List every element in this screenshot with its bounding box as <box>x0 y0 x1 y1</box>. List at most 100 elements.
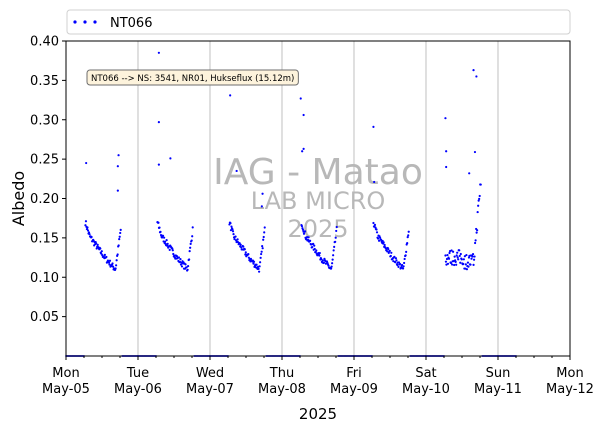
data-point <box>472 263 475 266</box>
y-tick-label-4: 0.25 <box>30 153 59 168</box>
data-point <box>188 258 191 261</box>
y-tick-label-6: 0.35 <box>30 74 59 89</box>
data-point <box>332 249 335 252</box>
y-tick-label-5: 0.30 <box>30 113 59 128</box>
data-point <box>311 246 314 249</box>
data-point <box>191 226 194 229</box>
data-point <box>119 228 122 231</box>
data-point <box>452 250 455 253</box>
data-point <box>95 247 98 250</box>
data-point <box>455 254 458 257</box>
data-point <box>101 253 104 257</box>
y-axis-label: Albedo <box>9 171 28 226</box>
data-point <box>258 270 261 273</box>
watermark-line-3: 2025 <box>287 215 348 243</box>
data-point <box>386 250 389 253</box>
annotation-box <box>86 69 299 86</box>
data-point <box>165 239 168 242</box>
data-point-outlier <box>475 75 478 78</box>
data-point <box>100 250 103 253</box>
watermark: IAG - Matao LAB MICRO 2025 <box>213 152 423 243</box>
data-point <box>168 248 171 251</box>
data-point <box>447 257 451 260</box>
x-tick-date-7: May-12 <box>546 382 594 397</box>
data-point <box>382 241 385 244</box>
data-point <box>445 257 449 261</box>
data-point <box>262 235 265 239</box>
data-point <box>453 263 456 267</box>
data-point <box>388 249 391 253</box>
data-point <box>191 235 194 238</box>
data-point-outlier <box>472 69 475 72</box>
data-point-outlier <box>445 165 448 169</box>
data-point <box>456 256 459 259</box>
data-point <box>463 255 466 258</box>
data-point <box>393 255 396 258</box>
x-axis-label: 2025 <box>299 405 337 423</box>
data-point <box>457 258 460 261</box>
data-point <box>230 225 233 228</box>
data-point <box>302 232 306 235</box>
data-point <box>466 261 470 264</box>
data-point <box>405 250 408 253</box>
x-tick-date-6: May-11 <box>474 382 522 397</box>
data-point <box>307 236 310 239</box>
data-point <box>331 258 334 261</box>
data-point <box>460 258 463 261</box>
data-point <box>476 229 479 232</box>
watermark-line-2: LAB MICRO <box>251 187 386 215</box>
x-tick-day-6: Sun <box>486 366 511 381</box>
x-tick-date-5: May-10 <box>402 382 450 397</box>
data-point <box>396 264 399 267</box>
data-point <box>320 258 323 261</box>
data-point <box>407 230 410 233</box>
data-point <box>450 249 453 252</box>
data-point <box>380 238 383 241</box>
data-point <box>260 252 263 256</box>
data-point <box>395 259 398 262</box>
data-point <box>96 243 99 246</box>
data-point <box>313 247 316 251</box>
data-point <box>474 241 477 245</box>
data-point <box>257 267 260 270</box>
x-tick-date-3: May-08 <box>258 382 306 397</box>
data-point <box>185 266 188 269</box>
data-point <box>473 255 476 258</box>
data-point <box>406 236 409 239</box>
data-point <box>189 242 192 245</box>
data-point <box>404 254 407 257</box>
x-tick-date-1: May-06 <box>114 382 162 397</box>
data-point-outlier <box>372 125 375 128</box>
legend-entry-nt066: NT066 <box>110 16 152 31</box>
data-point <box>321 259 325 262</box>
data-point <box>259 261 262 264</box>
data-point <box>474 239 477 242</box>
data-point <box>115 264 118 267</box>
station-annotation: NT066 --> NS: 3541, NR01, Hukseflux (15.… <box>86 69 299 86</box>
x-tick-date-4: May-09 <box>330 382 378 397</box>
data-point-outlier <box>302 147 305 150</box>
data-point <box>335 229 338 233</box>
data-point <box>99 247 102 250</box>
data-point <box>166 242 169 245</box>
data-point-outlier <box>116 189 119 192</box>
data-point <box>450 263 454 266</box>
data-point-outlier <box>85 161 88 165</box>
data-point-outlier <box>444 117 447 120</box>
data-point <box>389 254 392 258</box>
data-point <box>456 251 459 254</box>
data-point-outlier <box>299 97 302 100</box>
data-point-outlier <box>157 163 160 166</box>
x-tick-date-2: May-07 <box>186 382 234 397</box>
data-point <box>111 262 114 265</box>
data-point <box>188 250 191 253</box>
data-point <box>322 261 326 264</box>
data-point <box>190 239 193 242</box>
annotation-text: NT066 --> NS: 3541, NR01, Hukseflux (15.… <box>91 74 294 84</box>
data-point-outlier <box>261 192 264 195</box>
data-point <box>239 243 242 246</box>
x-axis-ticks: MonMay-05TueMay-06WedMay-07ThuMay-08FriM… <box>42 356 594 397</box>
data-point <box>236 238 239 241</box>
data-point <box>259 256 262 259</box>
